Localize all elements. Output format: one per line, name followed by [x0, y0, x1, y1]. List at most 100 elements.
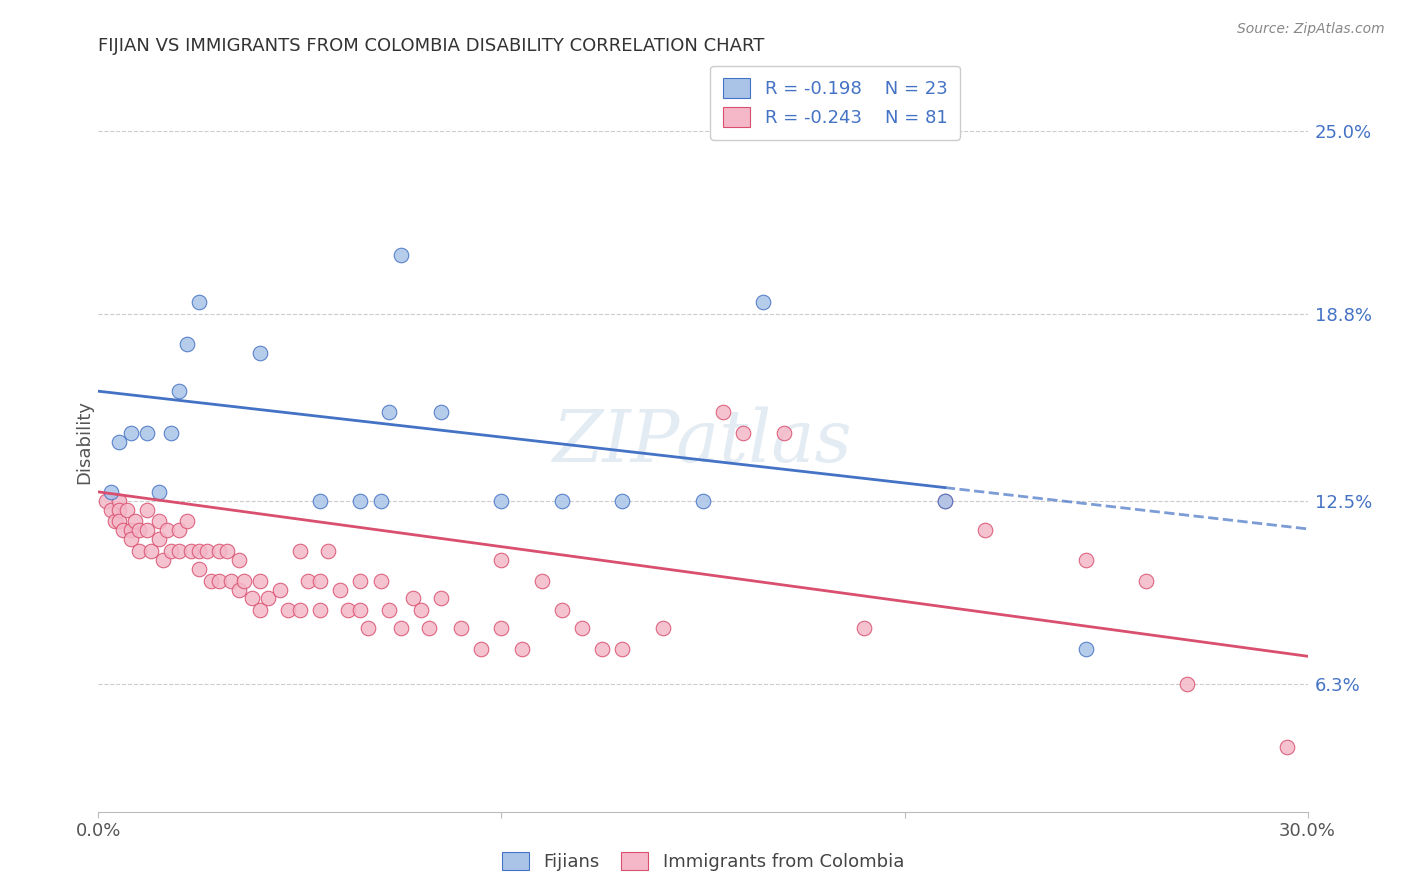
Point: [491, 621, 513, 635]
Point: [96, 493, 118, 508]
Point: [208, 574, 231, 588]
Point: [249, 345, 271, 359]
Point: [256, 591, 278, 606]
Point: [389, 621, 412, 635]
Point: [208, 544, 231, 558]
Point: [591, 641, 613, 656]
Point: [612, 493, 634, 508]
Point: [470, 641, 492, 656]
Point: [188, 295, 211, 310]
Point: [418, 621, 440, 635]
Point: [1074, 553, 1097, 567]
Point: [377, 603, 399, 617]
Point: [120, 533, 142, 547]
Point: [107, 515, 129, 529]
Point: [249, 574, 271, 588]
Point: [551, 603, 574, 617]
Point: [1175, 677, 1198, 691]
Point: [297, 574, 319, 588]
Point: [200, 574, 222, 588]
Point: [221, 574, 243, 588]
Point: [612, 641, 634, 656]
Y-axis label: Disability: Disability: [75, 400, 93, 483]
Legend: R = -0.198    N = 23, R = -0.243    N = 81: R = -0.198 N = 23, R = -0.243 N = 81: [710, 66, 960, 140]
Point: [176, 515, 198, 529]
Point: [1074, 641, 1097, 656]
Point: [228, 553, 250, 567]
Point: [120, 524, 142, 538]
Point: [148, 484, 170, 499]
Point: [430, 405, 453, 419]
Point: [232, 574, 254, 588]
Point: [772, 425, 794, 440]
Point: [100, 484, 122, 499]
Point: [148, 533, 170, 547]
Legend: Fijians, Immigrants from Colombia: Fijians, Immigrants from Colombia: [495, 845, 911, 879]
Point: [491, 493, 513, 508]
Point: [551, 493, 574, 508]
Point: [167, 544, 190, 558]
Point: [160, 425, 183, 440]
Point: [510, 641, 533, 656]
Point: [450, 621, 472, 635]
Point: [167, 524, 190, 538]
Point: [1277, 739, 1299, 754]
Point: [249, 603, 271, 617]
Point: [128, 524, 150, 538]
Point: [288, 603, 311, 617]
Point: [217, 544, 239, 558]
Point: [269, 582, 291, 597]
Point: [651, 621, 673, 635]
Point: [107, 502, 129, 516]
Point: [530, 574, 553, 588]
Point: [409, 603, 432, 617]
Point: [733, 425, 755, 440]
Point: [1135, 574, 1157, 588]
Point: [974, 524, 997, 538]
Point: [100, 502, 122, 516]
Point: [228, 582, 250, 597]
Point: [571, 621, 593, 635]
Point: [111, 524, 134, 538]
Point: [357, 621, 380, 635]
Point: [188, 544, 211, 558]
Point: [152, 553, 174, 567]
Point: [711, 405, 734, 419]
Point: [309, 493, 332, 508]
Point: [934, 493, 956, 508]
Point: [692, 493, 714, 508]
Point: [349, 574, 371, 588]
Point: [139, 544, 162, 558]
Point: [107, 434, 129, 449]
Point: [188, 562, 211, 576]
Point: [389, 248, 412, 262]
Point: [120, 425, 142, 440]
Point: [135, 524, 157, 538]
Point: [135, 425, 157, 440]
Point: [103, 515, 125, 529]
Point: [128, 544, 150, 558]
Point: [176, 336, 198, 351]
Point: [309, 574, 332, 588]
Point: [402, 591, 425, 606]
Point: [491, 553, 513, 567]
Point: [148, 515, 170, 529]
Text: ZIPatlas: ZIPatlas: [553, 406, 853, 477]
Point: [752, 295, 775, 310]
Point: [329, 582, 352, 597]
Point: [115, 502, 138, 516]
Point: [180, 544, 202, 558]
Point: [124, 515, 146, 529]
Point: [430, 591, 453, 606]
Point: [167, 384, 190, 399]
Text: Source: ZipAtlas.com: Source: ZipAtlas.com: [1237, 22, 1385, 37]
Point: [195, 544, 218, 558]
Point: [377, 405, 399, 419]
Point: [107, 493, 129, 508]
Point: [337, 603, 360, 617]
Point: [349, 493, 371, 508]
Point: [288, 544, 311, 558]
Point: [853, 621, 876, 635]
Point: [135, 502, 157, 516]
Point: [349, 603, 371, 617]
